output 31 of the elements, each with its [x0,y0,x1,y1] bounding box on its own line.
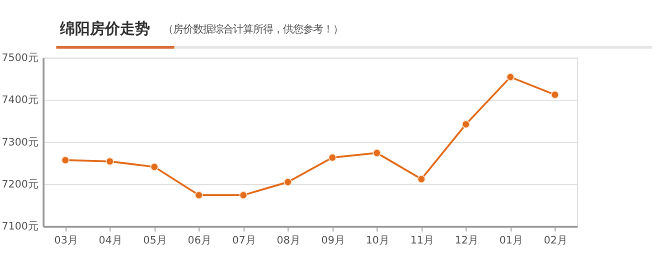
x-tick-label: 06月 [188,234,211,247]
point [372,148,381,158]
point [462,120,470,128]
x-tick-label: 07月 [232,234,256,247]
chart-title: 绵阳房价走势 [58,19,150,38]
point [328,154,336,162]
x-tick-label: 04月 [98,234,122,247]
point [550,90,560,99]
x-tick-label: 11月 [410,234,434,247]
point [284,178,292,186]
y-tick-label: 7200元 [2,178,38,190]
x-tick-label: 05月 [143,234,166,247]
y-tick-label: 7500元 [2,52,38,64]
x-tick-label: 01月 [499,234,522,247]
point [61,156,70,164]
point [194,191,203,200]
x-tick-label: 03月 [54,234,78,247]
x-tick-label: 10月 [366,234,389,247]
chart-subtitle: （房价数据综合计算所得，供您参考！） [163,23,344,36]
x-tick-label: 02月 [544,234,567,247]
x-tick-label: 08月 [276,234,300,247]
point [106,157,114,166]
point [417,175,426,184]
point [506,72,515,82]
y-tick-label: 7300元 [2,136,38,148]
y-tick-label: 7100元 [2,220,38,233]
y-tick-label: 7400元 [2,94,38,106]
x-tick-label: 09月 [321,234,344,247]
x-tick-label: 12月 [454,234,478,247]
point [239,191,248,200]
point [150,162,158,171]
